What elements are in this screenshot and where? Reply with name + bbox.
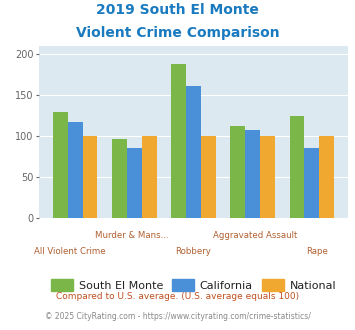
- Bar: [142, 136, 157, 218]
- Bar: [290, 116, 304, 218]
- Bar: [319, 136, 334, 218]
- Bar: [127, 148, 142, 218]
- Bar: [186, 86, 201, 218]
- Bar: [112, 139, 127, 218]
- Bar: [171, 64, 186, 218]
- Bar: [68, 122, 83, 218]
- Text: Violent Crime Comparison: Violent Crime Comparison: [76, 26, 279, 40]
- Bar: [53, 113, 68, 218]
- Text: Murder & Mans...: Murder & Mans...: [95, 231, 169, 240]
- Text: Rape: Rape: [306, 248, 328, 256]
- Text: Aggravated Assault: Aggravated Assault: [213, 231, 297, 240]
- Bar: [201, 136, 215, 218]
- Text: 2019 South El Monte: 2019 South El Monte: [96, 3, 259, 17]
- Bar: [230, 126, 245, 218]
- Text: Compared to U.S. average. (U.S. average equals 100): Compared to U.S. average. (U.S. average …: [56, 292, 299, 301]
- Bar: [245, 130, 260, 218]
- Bar: [304, 148, 319, 218]
- Text: © 2025 CityRating.com - https://www.cityrating.com/crime-statistics/: © 2025 CityRating.com - https://www.city…: [45, 312, 310, 321]
- Bar: [260, 136, 275, 218]
- Text: Robbery: Robbery: [175, 248, 212, 256]
- Bar: [83, 136, 97, 218]
- Legend: South El Monte, California, National: South El Monte, California, National: [47, 275, 340, 295]
- Text: All Violent Crime: All Violent Crime: [34, 248, 106, 256]
